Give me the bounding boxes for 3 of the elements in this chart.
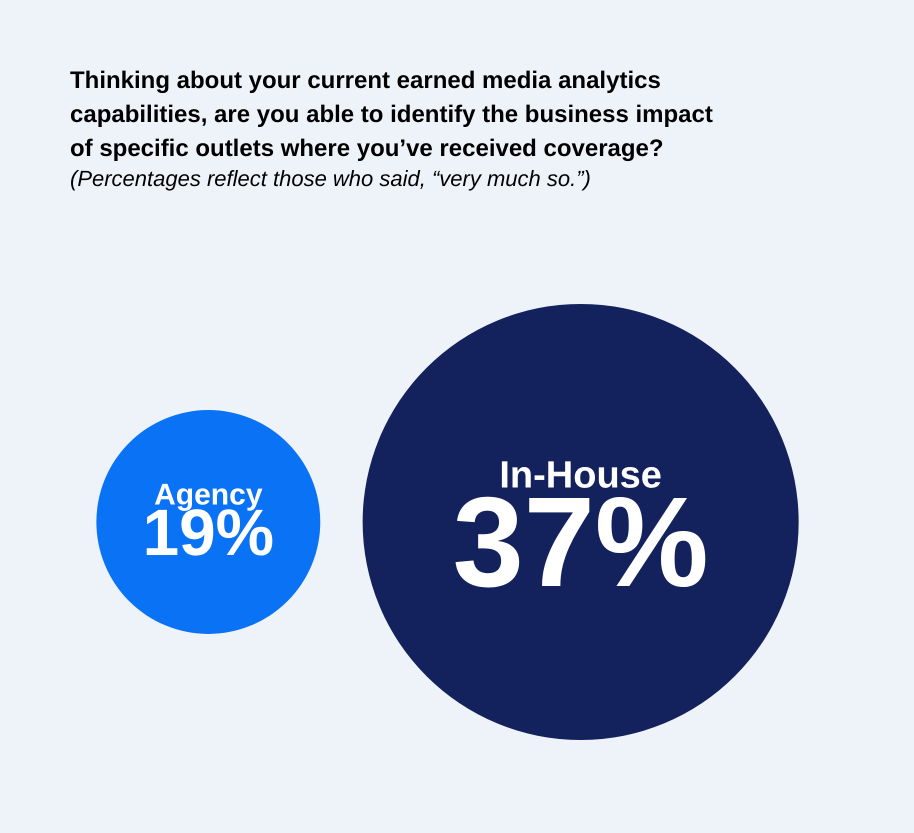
text: Thinking about your current earned media analytics capabilities, are you able to identify the business impact of specific outlets where you’ve received coverage? (70, 67, 713, 162)
text: (Percentages reflect those who said, “very much so.”) (70, 166, 591, 191)
category-label: In-House (499, 454, 662, 497)
